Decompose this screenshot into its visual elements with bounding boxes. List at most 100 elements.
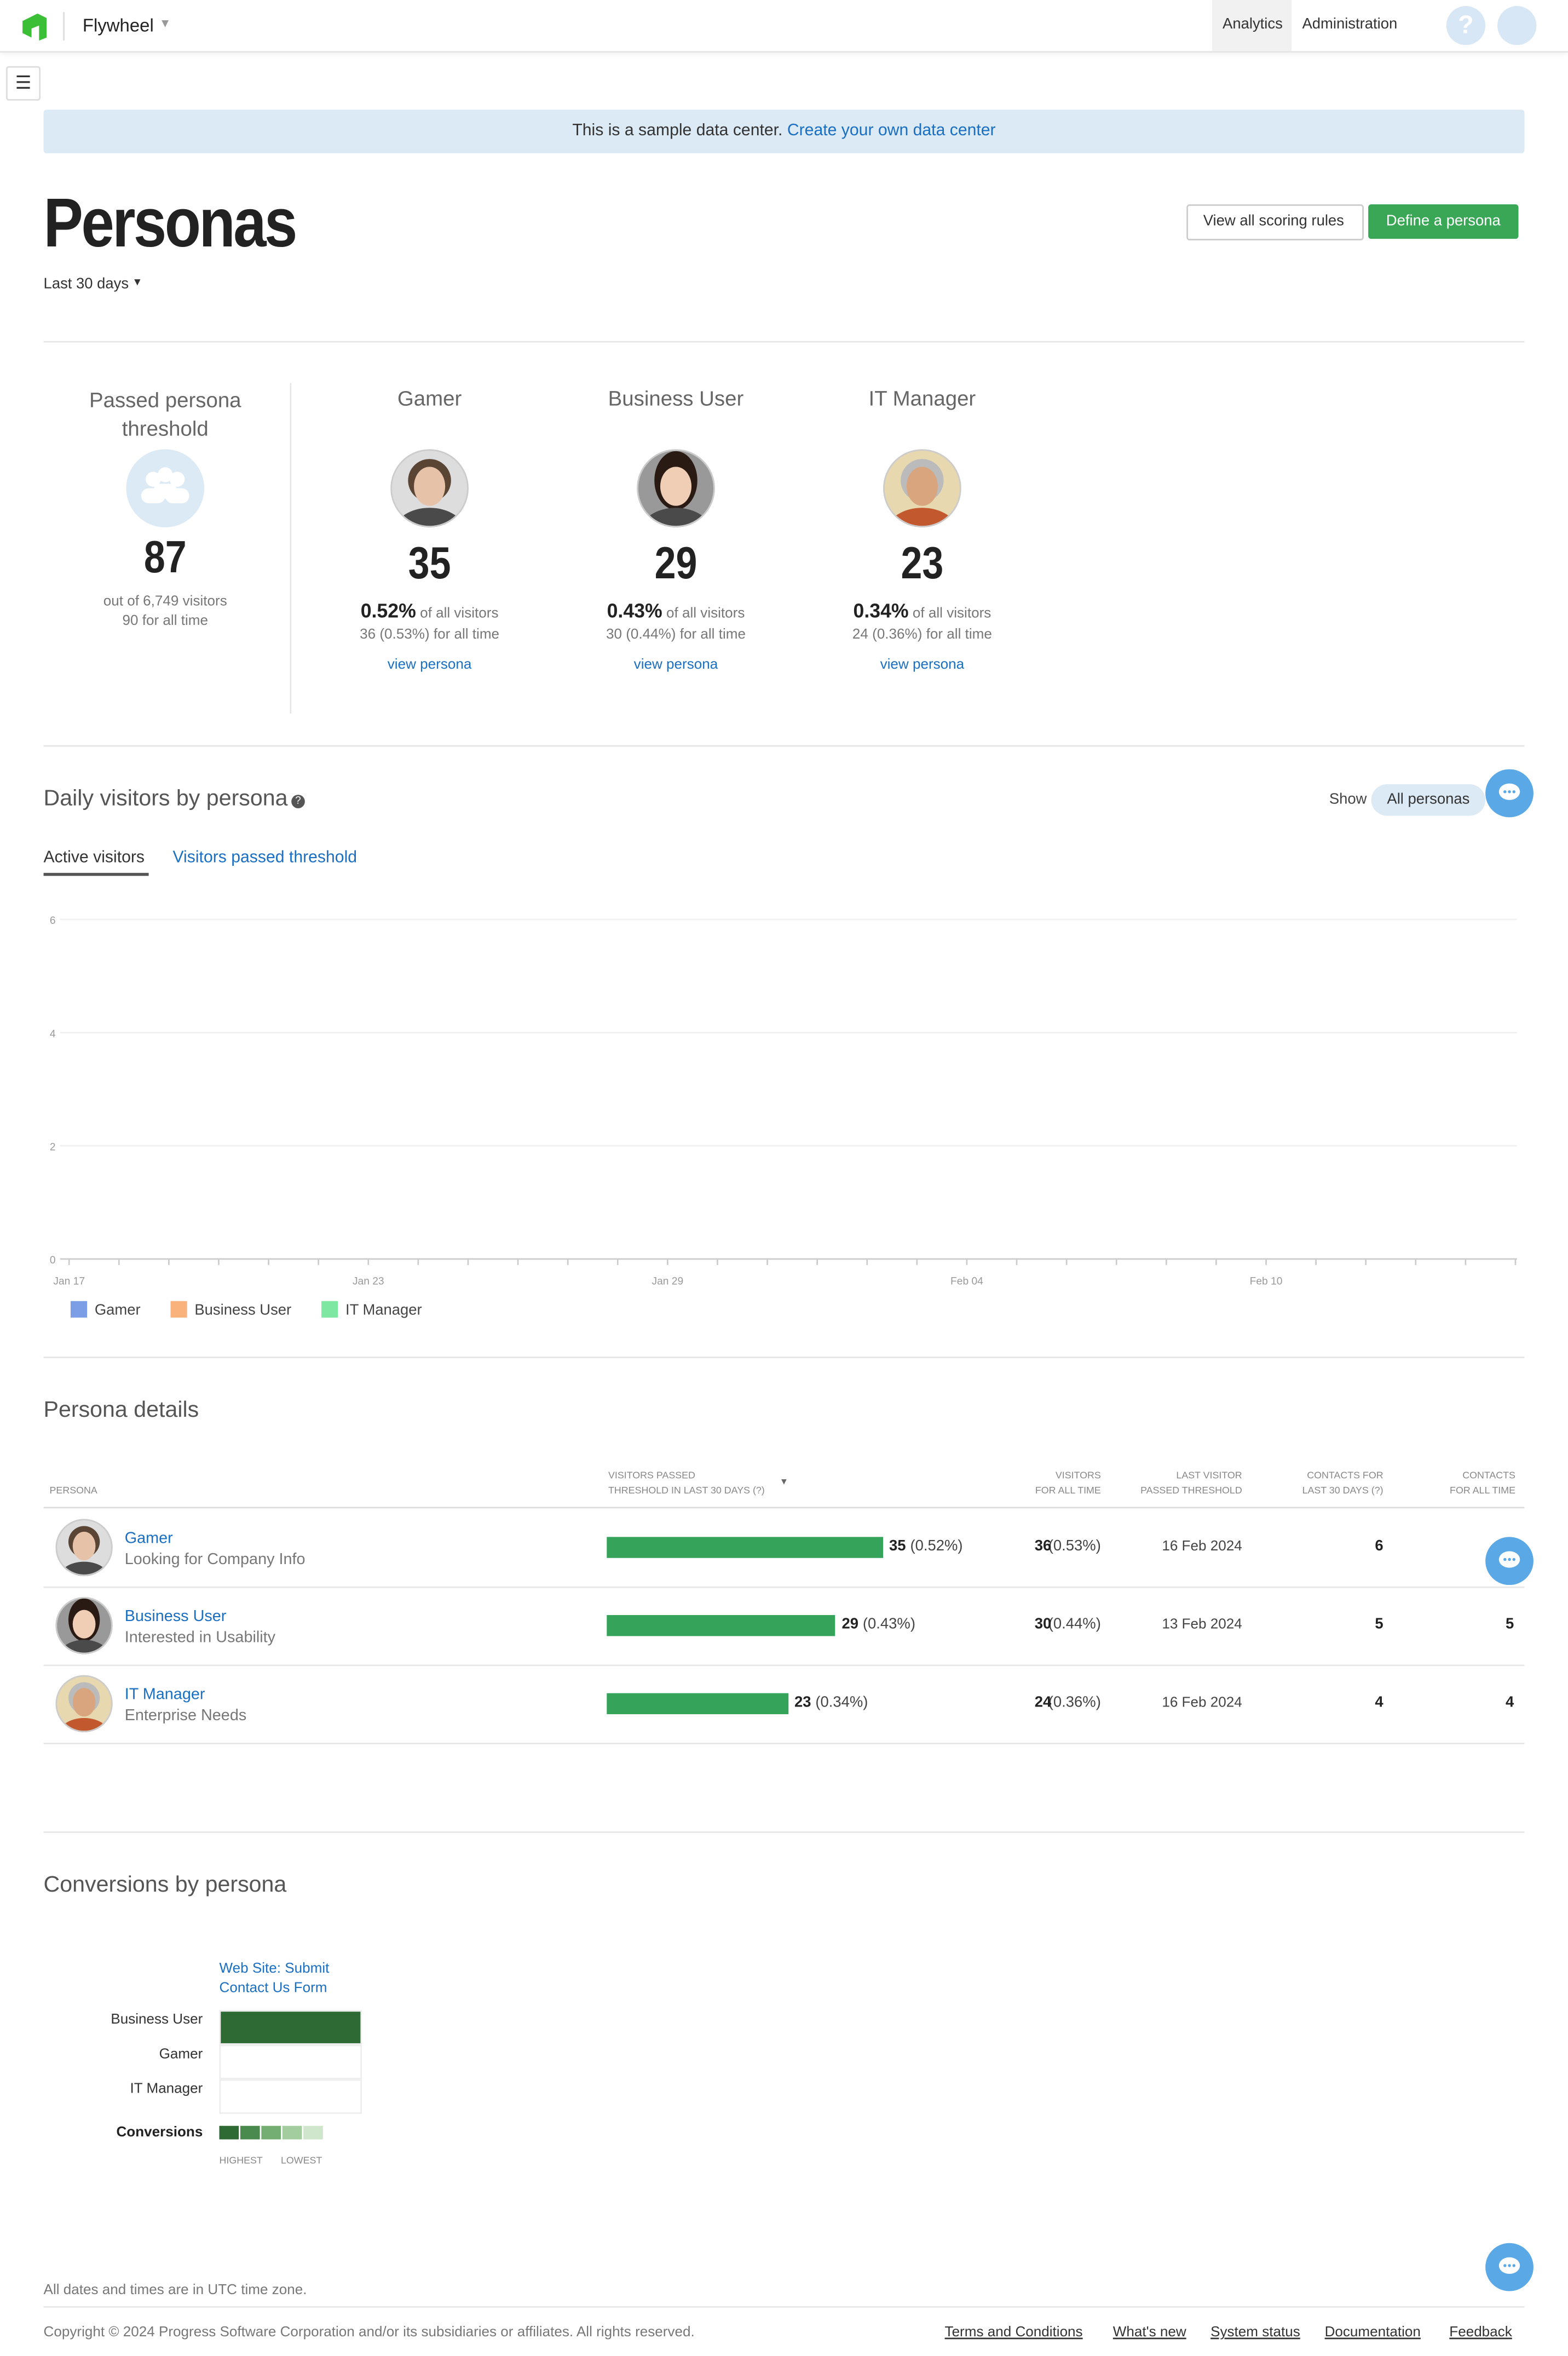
- avatar-body: [58, 1561, 110, 1576]
- persona-desc: Looking for Company Info: [124, 1550, 305, 1569]
- card-link[interactable]: view persona: [633, 656, 718, 673]
- column-header: FOR ALL TIME: [1035, 1486, 1101, 1497]
- persona-name[interactable]: Gamer: [124, 1529, 173, 1548]
- footer-link[interactable]: Documentation: [1324, 2324, 1421, 2341]
- sort-caret: ▼: [779, 1478, 789, 1487]
- copyright: Copyright © 2024 Progress Software Corpo…: [43, 2324, 695, 2341]
- row-label: Business User: [111, 2012, 203, 2029]
- all-value: 36: [1034, 1538, 1052, 1555]
- card-sub: 30 (0.44%) for all time: [606, 626, 746, 643]
- avatar-ring: [55, 1597, 113, 1654]
- nav-tab[interactable]: Analytics: [1223, 16, 1283, 33]
- footer-link[interactable]: Feedback: [1449, 2324, 1512, 2341]
- button-label[interactable]: Define a persona: [1386, 213, 1501, 230]
- footer-link[interactable]: Terms and Conditions: [944, 2324, 1083, 2341]
- btn-scoring[interactable]: [1186, 204, 1364, 240]
- x-tick-label: Jan 23: [353, 1276, 384, 1288]
- legend-title: Conversions: [116, 2124, 203, 2141]
- avatar-face: [72, 1688, 96, 1717]
- count: 23: [901, 539, 944, 589]
- tab-underline: [43, 872, 149, 876]
- persona-name[interactable]: Business User: [124, 1607, 227, 1626]
- card-divider: [290, 383, 292, 714]
- footer-link[interactable]: What's new: [1112, 2324, 1186, 2341]
- contacts-all: 5: [1505, 1616, 1514, 1633]
- contacts30: 4: [1375, 1694, 1383, 1711]
- pct-line: 0.52% of all visitors: [309, 600, 550, 622]
- avatar-body: [58, 1717, 110, 1733]
- chat-dot: [1512, 2264, 1515, 2267]
- avatar-group: [390, 449, 469, 527]
- separator: [43, 745, 1525, 747]
- bar: [607, 1693, 788, 1715]
- avatar-face: [660, 467, 692, 506]
- tab[interactable]: Active visitors: [43, 848, 145, 867]
- card-sub: out of 6,749 visitors: [103, 593, 227, 610]
- contacts30: 5: [1375, 1616, 1383, 1633]
- help-dot: ?: [291, 795, 305, 808]
- contacts30: 6: [1375, 1538, 1383, 1555]
- heat-cell: [219, 2044, 362, 2079]
- all-pct: (0.53%): [1048, 1538, 1101, 1555]
- avatar-body: [887, 508, 958, 527]
- filter-pill[interactable]: [1371, 784, 1486, 816]
- card-link[interactable]: view persona: [387, 656, 472, 673]
- card-title: Passed persona threshold: [89, 387, 241, 440]
- bar-value: 29: [841, 1616, 859, 1633]
- menu-button[interactable]: ☰: [5, 66, 41, 101]
- persona-name[interactable]: IT Manager: [124, 1685, 205, 1704]
- persona-desc: Interested in Usability: [124, 1628, 276, 1647]
- y-tick-label: 2: [50, 1141, 56, 1153]
- legend-high: HIGHEST: [219, 2156, 263, 2167]
- filter-label[interactable]: All personas: [1387, 791, 1470, 808]
- count: 29: [654, 539, 697, 589]
- avatar: [883, 449, 961, 527]
- page-title: Personas: [43, 183, 298, 262]
- pct-line: 0.34% of all visitors: [802, 600, 1042, 622]
- caret: ▼: [159, 16, 171, 30]
- legend-label: Gamer: [95, 1301, 141, 1318]
- btn-define[interactable]: [1368, 204, 1519, 239]
- column-header: PERSONA: [49, 1486, 97, 1497]
- card-sub: 24 (0.36%) for all time: [852, 626, 992, 643]
- avatar-group: [637, 449, 715, 527]
- chat-button[interactable]: [1485, 2243, 1534, 2291]
- legend-swatch: [170, 1301, 187, 1318]
- column-link[interactable]: Contact Us Form: [219, 1980, 327, 1997]
- chat-button[interactable]: [1485, 769, 1534, 818]
- pct-of: of all visitors: [666, 605, 745, 622]
- column-link[interactable]: Web Site: Submit: [219, 1961, 330, 1978]
- banner-link[interactable]: Create your own data center: [787, 122, 996, 140]
- x-tick-label: Jan 17: [53, 1276, 85, 1288]
- all-pct: (0.44%): [1048, 1616, 1101, 1633]
- x-tick-label: Jan 29: [652, 1276, 684, 1288]
- column-header: CONTACTS: [1462, 1470, 1515, 1481]
- bar-pct: (0.43%): [862, 1616, 915, 1633]
- card-sub: 36 (0.53%) for all time: [360, 626, 500, 643]
- icon-body: [153, 484, 177, 499]
- column-header: PASSED THRESHOLD: [1140, 1486, 1242, 1497]
- footer-link[interactable]: System status: [1210, 2324, 1300, 2341]
- tab[interactable]: Visitors passed threshold: [172, 848, 358, 867]
- avatar-body: [58, 1640, 110, 1654]
- user-icon[interactable]: [1497, 5, 1537, 45]
- chat-button[interactable]: [1485, 1537, 1534, 1585]
- icon-person: [146, 472, 161, 487]
- heat-swatch: [219, 2125, 239, 2140]
- avatar-ring: [390, 449, 469, 527]
- legend-swatch: [70, 1301, 88, 1318]
- range-select[interactable]: Last 30 days: [43, 276, 129, 293]
- pct-line: 0.43% of all visitors: [556, 600, 796, 622]
- column-header: LAST 30 DAYS (?): [1302, 1486, 1383, 1497]
- card-link[interactable]: view persona: [880, 656, 965, 673]
- legend-label: IT Manager: [345, 1301, 422, 1318]
- chat-dot: [1512, 1558, 1515, 1561]
- button-label[interactable]: View all scoring rules: [1203, 213, 1344, 230]
- section-title: Daily visitors by persona: [43, 785, 288, 812]
- nav-tab[interactable]: Administration: [1302, 16, 1398, 33]
- x-tick-label: Feb 04: [950, 1276, 983, 1288]
- separator: [43, 1831, 1525, 1833]
- help-icon[interactable]: ?: [1446, 5, 1486, 45]
- card-title: Business User: [608, 386, 744, 410]
